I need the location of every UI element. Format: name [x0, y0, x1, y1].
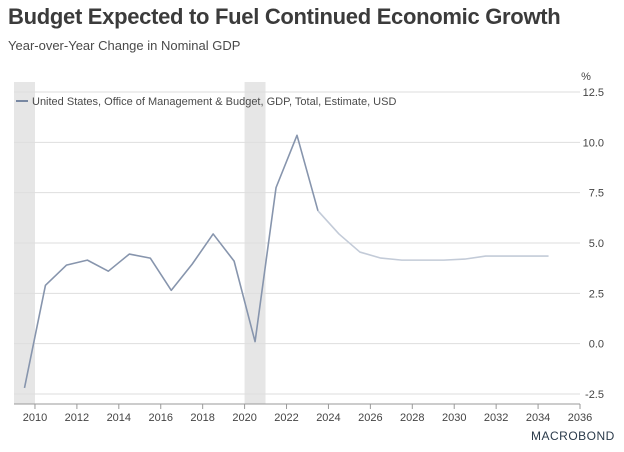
x-tick-label: 2010: [23, 412, 47, 424]
gridlines: [14, 91, 580, 395]
y-axis: -2.5 0.0 2.5 5.0 7.5 10.0 12.5: [583, 87, 604, 401]
chart-subtitle: Year-over-Year Change in Nominal GDP: [8, 38, 241, 53]
x-tick-label: 2016: [148, 412, 172, 424]
x-tick-label: 2012: [65, 412, 89, 424]
y-tick-label: 7.5: [589, 188, 604, 200]
legend: United States, Office of Management & Bu…: [16, 96, 396, 108]
x-tick-label: 2022: [274, 412, 298, 424]
y-tick-label: 0.0: [589, 339, 604, 351]
chart-title: Budget Expected to Fuel Continued Econom…: [8, 4, 561, 29]
series-line-estimate: [317, 210, 549, 261]
series-line-actual: [23, 134, 319, 389]
legend-label: United States, Office of Management & Bu…: [32, 96, 396, 108]
x-tick-label: 2018: [190, 412, 214, 424]
x-tick-label: 2028: [400, 412, 424, 424]
x-tick-label: 2036: [568, 412, 592, 424]
y-tick-label: 12.5: [583, 87, 604, 99]
x-tick-label: 2026: [358, 412, 382, 424]
macrobond-logo: MACROBOND: [531, 429, 615, 443]
x-tick-label: 2030: [442, 412, 466, 424]
series-lines: [23, 134, 549, 389]
x-tick-label: 2014: [107, 412, 131, 424]
x-tick-label: 2034: [526, 412, 550, 424]
y-axis-unit: %: [581, 71, 591, 83]
x-tick-label: 2032: [484, 412, 508, 424]
y-tick-label: 2.5: [589, 288, 604, 300]
x-tick-label: 2020: [232, 412, 256, 424]
x-axis: 2010 2012 2014 2016 2018 2020 2022 2024 2026 2028…: [14, 403, 592, 424]
y-tick-label: 10.0: [583, 137, 604, 149]
x-tick-label: 2024: [316, 412, 340, 424]
y-tick-label: -2.5: [585, 389, 604, 401]
y-tick-label: 5.0: [589, 238, 604, 250]
